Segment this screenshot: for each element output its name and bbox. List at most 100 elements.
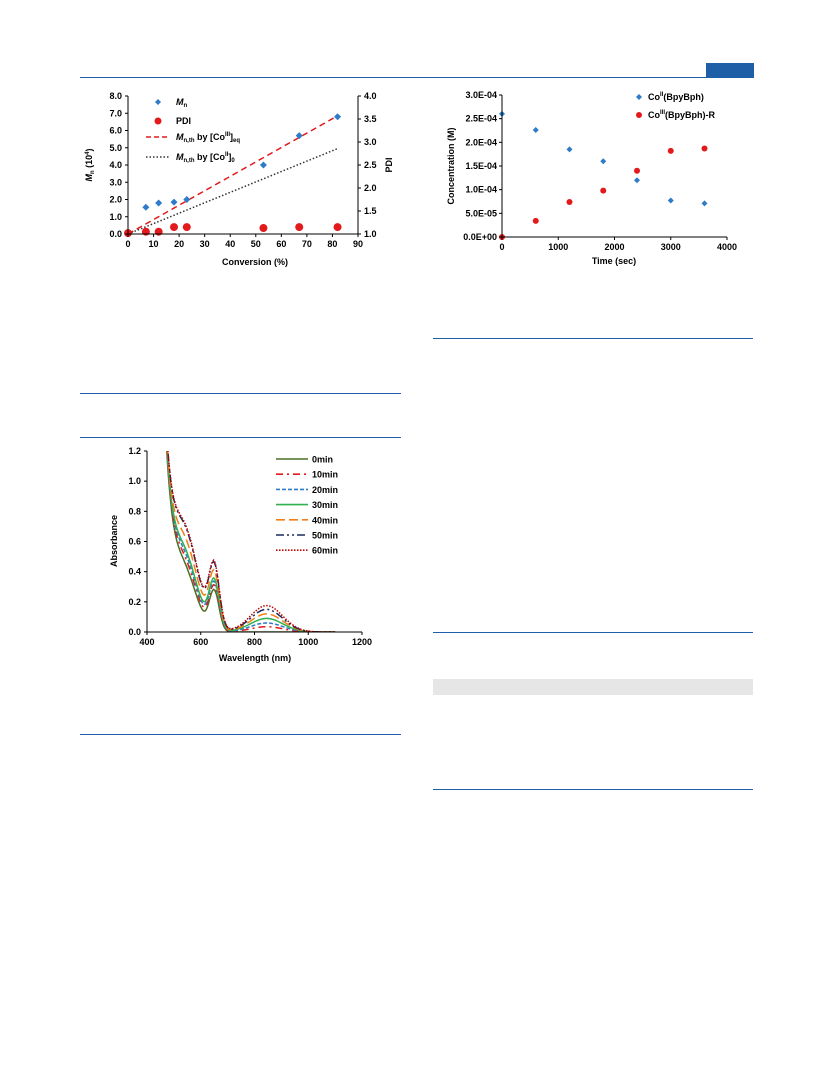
coii-point — [600, 158, 607, 165]
pdi-point — [259, 224, 268, 233]
legend-label: 20min — [312, 485, 338, 495]
section-rule-right-3 — [433, 789, 753, 790]
y-tick-label: 6.0 — [109, 126, 122, 136]
legend-label: 10min — [312, 470, 338, 480]
section-rule-left-1 — [80, 393, 401, 394]
y-tick-label: 2.0 — [109, 195, 122, 205]
y-tick-label: 1.2 — [128, 446, 141, 456]
x-tick-label: 70 — [302, 239, 312, 249]
y2-tick-label: 2.5 — [364, 160, 377, 170]
x-tick-label: 400 — [139, 637, 154, 647]
pdi-point — [295, 223, 304, 232]
y-axis-label: Mn (104) — [84, 148, 96, 181]
coiii-point — [667, 147, 674, 154]
x-tick-label: 40 — [225, 239, 235, 249]
chart-legend: CoII(BpyBph) CoIII(BpyBph)-R — [636, 92, 716, 120]
x-tick-label: 50 — [251, 239, 261, 249]
chart-legend: 0min 10min 20min 30min 40min 50min 60min — [276, 455, 338, 556]
legend-label: 40min — [312, 515, 338, 525]
legend-pdi-label: PDI — [176, 116, 191, 126]
y2-tick-label: 3.5 — [364, 114, 377, 124]
section-rule-right-1 — [433, 338, 753, 339]
y-tick-label: 7.0 — [109, 108, 122, 118]
y2-tick-label: 4.0 — [364, 91, 377, 101]
y-tick-label: 2.5E-04 — [465, 114, 497, 124]
series-line — [127, 115, 338, 235]
x-tick-label: 60 — [276, 239, 286, 249]
x-tick-label: 4000 — [717, 242, 737, 252]
section-rule-left-3 — [80, 734, 401, 735]
spectrum-line — [166, 451, 336, 632]
coii-point — [667, 197, 674, 204]
x-axis-label: Time (sec) — [592, 256, 636, 266]
y-axis-label: Absorbance — [109, 515, 119, 567]
x-tick-label: 10 — [149, 239, 159, 249]
x-tick-label: 90 — [353, 239, 363, 249]
y-tick-label: 0.6 — [128, 537, 141, 547]
legend-label: 0min — [312, 455, 333, 465]
concentration-chart: 0 1000 2000 3000 4000 0.0E+00 5.0E-05 1.0E-04 1.… — [446, 90, 737, 266]
legend-coii-marker — [636, 94, 642, 100]
y-tick-label: 8.0 — [109, 91, 122, 101]
y-tick-label: 0.4 — [128, 567, 141, 577]
mn-point — [183, 196, 191, 203]
spectrum-line — [166, 451, 336, 632]
pdi-point — [333, 223, 342, 232]
mn-point — [259, 161, 267, 169]
spectrum-line — [165, 451, 336, 632]
legend-label: 30min — [312, 500, 338, 510]
x-tick-label: 80 — [327, 239, 337, 249]
legend-mn-marker — [155, 99, 161, 105]
coiii-point — [600, 187, 607, 194]
header-tab — [706, 63, 754, 78]
y2-tick-label: 3.0 — [364, 137, 377, 147]
chart-legend: Mn PDI Mn,th by [CoIII]eq Mn,th by [CoII… — [146, 97, 240, 164]
legend-coiii-label: CoIII(BpyBph)-R — [648, 110, 716, 120]
y-tick-label: 0.2 — [128, 597, 141, 607]
series-line — [127, 147, 338, 235]
section-rule-right-2 — [433, 632, 753, 633]
mn-point — [155, 199, 163, 207]
x-tick-label: 600 — [193, 637, 208, 647]
y2-tick-label: 1.0 — [364, 229, 377, 239]
legend-label: 50min — [312, 531, 338, 541]
y-tick-label: 1.0 — [128, 476, 141, 486]
spectrum-line — [166, 451, 336, 632]
y2-tick-label: 1.5 — [364, 206, 377, 216]
coii-point — [701, 200, 708, 207]
y-tick-label: 1.0 — [109, 212, 122, 222]
y-tick-label: 5.0E-05 — [465, 208, 497, 218]
x-tick-label: 0 — [499, 242, 504, 252]
mn-point — [142, 203, 150, 211]
y-tick-label: 4.0 — [109, 160, 122, 170]
y-tick-label: 0.8 — [128, 506, 141, 516]
coii-point — [634, 177, 640, 184]
table-header-bar — [433, 679, 753, 695]
legend-mn-label: Mn — [176, 97, 188, 109]
x-tick-label: 1200 — [352, 637, 372, 647]
x-tick-label: 800 — [247, 637, 262, 647]
coii-point — [532, 127, 539, 134]
pdi-point — [182, 223, 191, 232]
y-tick-label: 0.0 — [109, 229, 122, 239]
y-tick-label: 1.0E-04 — [465, 185, 497, 195]
x-axis-label: Wavelength (nm) — [219, 653, 291, 663]
y-tick-label: 2.0E-04 — [465, 137, 497, 147]
absorbance-chart: 400 600 800 1000 1200 0.0 0.2 0.4 0.6 0.8 1.0 1.2 0… — [109, 446, 372, 663]
y2-tick-label: 2.0 — [364, 183, 377, 193]
pdi-point — [170, 223, 178, 232]
legend-coiii-marker — [636, 112, 642, 118]
legend-th-0-label: Mn,th by [CoII]0 — [176, 152, 235, 164]
header-rule — [80, 77, 754, 78]
x-tick-label: 20 — [174, 239, 184, 249]
coiii-point — [701, 145, 708, 152]
coiii-point — [566, 198, 573, 205]
legend-pdi-marker — [154, 117, 162, 125]
x-tick-label: 3000 — [661, 242, 681, 252]
x-tick-label: 1000 — [548, 242, 568, 252]
mn-pdi-chart: 0 10 20 30 40 50 60 70 80 90 0.0 1.0 2.0 3.0 4.0 5.0 6.0… — [84, 91, 394, 267]
spectrum-line — [167, 451, 336, 632]
legend-th-eq-label: Mn,th by [CoIII]eq — [176, 132, 240, 144]
x-tick-label: 0 — [125, 239, 130, 249]
y-axis-label: Concentration (M) — [446, 128, 456, 205]
